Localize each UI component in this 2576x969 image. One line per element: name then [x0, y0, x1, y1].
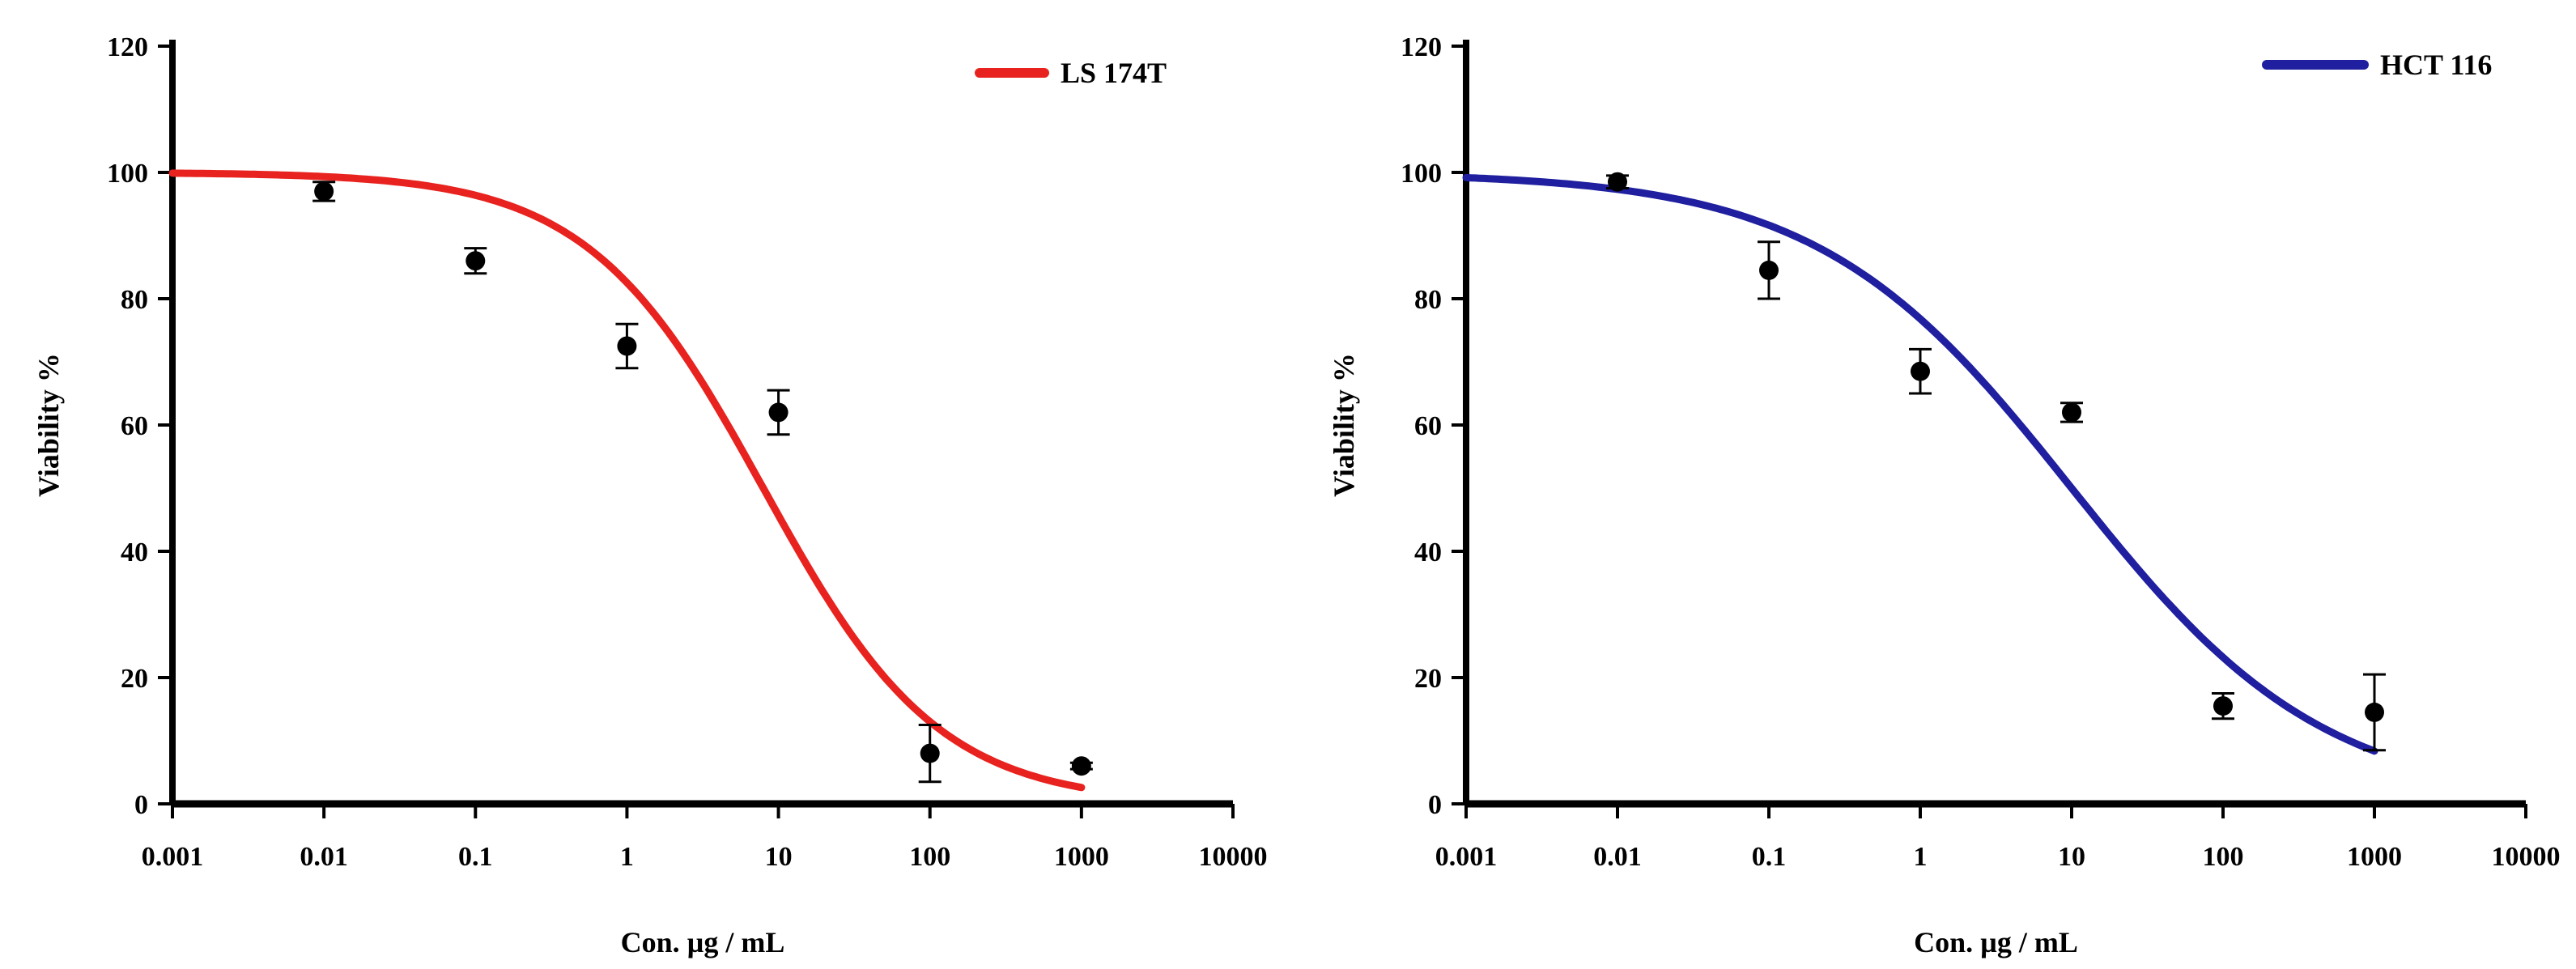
x-tick-label: 0.1: [458, 842, 493, 872]
y-tick-label: 40: [1414, 538, 1442, 567]
y-tick-label: 0: [1428, 790, 1442, 820]
x-tick-label: 100: [2203, 842, 2244, 872]
x-tick-label: 10: [2058, 842, 2085, 872]
data-point: [2365, 702, 2384, 722]
data-point: [768, 402, 789, 423]
y-tick-label: 100: [1401, 159, 1442, 189]
x-tick-label: 0.01: [1593, 842, 1642, 872]
x-tick-label: 10000: [1199, 842, 1268, 872]
x-tick-label: 0.01: [300, 842, 348, 872]
y-axis-title: Viability %: [1328, 353, 1360, 497]
x-axis-title: Con. µg / mL: [621, 926, 785, 958]
data-point: [1608, 172, 1627, 192]
data-point: [1071, 756, 1091, 776]
data-point: [1759, 260, 1779, 280]
y-tick-label: 60: [121, 411, 148, 441]
x-tick-label: 1000: [2347, 842, 2402, 872]
data-point: [2062, 402, 2081, 423]
y-tick-label: 0: [134, 790, 148, 820]
y-tick-label: 100: [107, 159, 148, 189]
y-tick-label: 40: [121, 538, 148, 567]
x-tick-label: 0.001: [142, 842, 204, 872]
data-point: [1911, 361, 1930, 381]
legend-label: HCT 116: [2380, 49, 2492, 81]
data-point: [920, 743, 940, 763]
x-tick-label: 1: [1914, 842, 1928, 872]
y-tick-label: 120: [107, 32, 148, 62]
y-axis-title: Viability %: [32, 353, 65, 497]
y-tick-label: 80: [1414, 285, 1442, 315]
fit-curve-ls-174t: [168, 169, 1086, 792]
data-point: [314, 181, 334, 202]
data-point: [2213, 696, 2233, 716]
x-tick-label: 1: [620, 842, 634, 872]
x-tick-label: 100: [909, 842, 950, 872]
legend-label: LS 174T: [1061, 57, 1167, 89]
chart-panel-ls174t: 0 20 40 60 80 100 120 0.001 0.01 0.1 1 10 100 1000 100…: [32, 32, 1268, 958]
chart-panel-hct116: 0 20 40 60 80 100 120 0.001 0.01 0.1 1 10 100 1000 100…: [1328, 32, 2561, 958]
x-axis-title: Con. µg / mL: [1914, 926, 2078, 958]
x-tick-label: 10000: [2492, 842, 2561, 872]
y-tick-label: 60: [1414, 411, 1442, 441]
data-point: [617, 336, 637, 356]
data-point: [465, 251, 486, 271]
fit-curve-hct-116: [1462, 173, 2378, 755]
x-tick-label: 0.001: [1435, 842, 1498, 872]
y-tick-label: 20: [1414, 664, 1442, 694]
y-tick-label: 20: [121, 664, 148, 694]
y-tick-label: 120: [1401, 32, 1442, 62]
y-tick-label: 80: [121, 285, 148, 315]
x-tick-label: 1000: [1054, 842, 1109, 872]
x-tick-label: 10: [765, 842, 793, 872]
x-tick-label: 0.1: [1752, 842, 1787, 872]
